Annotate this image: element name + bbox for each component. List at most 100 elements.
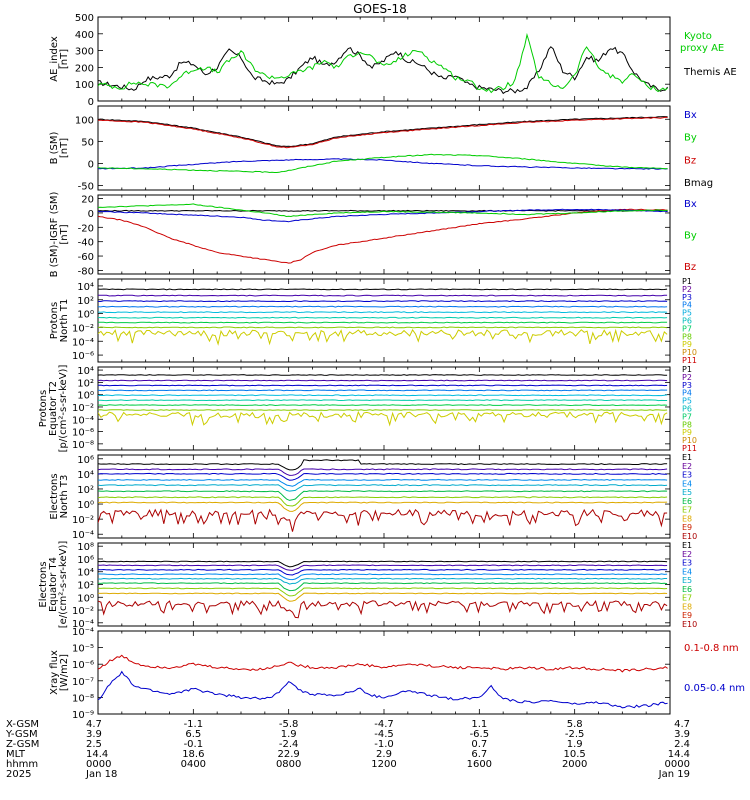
- legend-label: Bx: [684, 110, 697, 121]
- footer-row-label: MLT: [6, 749, 26, 760]
- y-tick-label: 20: [81, 195, 94, 206]
- y-axis-label: Equator T2: [48, 381, 59, 436]
- y-axis-label: B (SM): [49, 131, 60, 164]
- footer-value: -1.0: [374, 739, 394, 750]
- y-tick-label: 200: [75, 63, 94, 74]
- channel-label: P3: [682, 293, 692, 302]
- channel-line: [98, 399, 668, 402]
- panel-data: [98, 459, 668, 532]
- footer-value: 1.9: [567, 739, 583, 750]
- channel-label: E9: [682, 611, 692, 620]
- y-tick-label: 10⁻⁴: [72, 530, 94, 541]
- y-tick-label: -20: [78, 223, 94, 234]
- footer-value: -4.7: [374, 719, 394, 730]
- y-tick-label: 300: [75, 47, 94, 58]
- channel-label: P6: [682, 317, 692, 326]
- legend-label: Bx: [684, 199, 697, 210]
- channel-line: [98, 468, 668, 476]
- y-tick-label: 10⁰: [77, 310, 94, 321]
- y-tick-label: 10⁻⁷: [72, 677, 94, 688]
- series-line: [98, 153, 668, 174]
- y-tick-label: 10²: [77, 581, 94, 592]
- y-axis-label: [nT]: [59, 49, 70, 69]
- y-tick-label: 100: [75, 115, 94, 126]
- panel-frame: [97, 16, 671, 102]
- footer-value: -2.4: [279, 739, 299, 750]
- y-tick-label: -40: [78, 238, 94, 249]
- channel-line: [98, 599, 668, 619]
- y-tick-label: 10⁰: [77, 391, 94, 402]
- panel-8: 10⁻⁴ 10⁻⁵ 10⁻⁶ 10⁻⁷ 10⁻⁸ 10⁻⁹ Xray flux [W/m2] 0…: [49, 627, 745, 721]
- y-tick-label: 10⁻²: [72, 403, 94, 414]
- footer-row-label: hhmm: [6, 759, 38, 770]
- channel-line: [98, 501, 668, 512]
- channel-label: P7: [682, 324, 692, 333]
- y-tick-label: 10⁻⁶: [72, 660, 94, 671]
- legend-label-line: proxy AE: [680, 43, 724, 54]
- panel-data: [98, 116, 668, 174]
- footer-value: -1.1: [184, 719, 204, 730]
- legend-label: 0.1-0.8 nm: [684, 643, 739, 654]
- channel-label: E4: [682, 479, 692, 488]
- channel-line: [98, 582, 668, 592]
- footer-value: -0.1: [184, 739, 204, 750]
- y-axis-label: AE_index: [49, 36, 60, 82]
- ephemeris-footer: X-GSM 4.7 -1.1 -5.8 -4.7 1.1 5.8 4.7 Y-GSM 3.9 6.5…: [5, 719, 690, 780]
- channel-line: [98, 573, 668, 581]
- channel-label: P8: [682, 332, 692, 341]
- channel-line: [98, 374, 668, 376]
- legend-label: 0.05-0.4 nm: [684, 683, 745, 694]
- y-tick-label: 10⁻²: [72, 606, 94, 617]
- panel-frame: [97, 278, 671, 363]
- legend-label: Themis AE: [683, 67, 737, 78]
- y-tick-label: -60: [78, 252, 94, 263]
- series-line: [98, 208, 668, 223]
- footer-value: 2.4: [674, 739, 690, 750]
- channel-label: E7: [682, 506, 692, 515]
- panel-1: 500 400 300 200 100 0 AE_index [nT] Kyoto proxy A…: [49, 13, 737, 108]
- channel-label: E5: [682, 488, 692, 497]
- channel-label: P8: [682, 420, 692, 429]
- footer-value: 4.7: [674, 719, 690, 730]
- y-tick-label: 10⁻⁵: [72, 644, 94, 655]
- channel-label: P9: [682, 340, 692, 349]
- y-axis-label: [nT]: [59, 138, 70, 158]
- channel-label: E6: [682, 497, 692, 506]
- y-tick-label: 400: [75, 30, 94, 41]
- channel-line: [98, 459, 668, 471]
- channel-label: E10: [682, 532, 697, 541]
- series-line: [98, 209, 668, 212]
- panel-frame: [97, 366, 671, 451]
- legend-label: Kyoto proxy AE: [680, 31, 724, 54]
- footer-value: 5.8: [567, 719, 583, 730]
- panel-4: 10⁴ 10² 10⁰ 10⁻² 10⁻⁴ 10⁻⁶ Protons North T1 P1P2…: [49, 277, 697, 365]
- footer-row-label: X-GSM: [6, 719, 39, 730]
- channel-label: E10: [682, 620, 697, 629]
- channel-label: E5: [682, 576, 692, 585]
- y-tick-label: 0: [88, 209, 94, 220]
- channel-line: [98, 328, 668, 346]
- y-tick-label: 10⁰: [77, 593, 94, 604]
- series-line: [98, 203, 668, 218]
- plot-title: GOES-18: [353, 2, 407, 16]
- footer-value: 18.6: [182, 749, 204, 760]
- y-axis-label: [e/(cm²-s-sr-keV)]: [58, 541, 69, 629]
- channel-line: [98, 379, 668, 382]
- legend-label: Bz: [684, 155, 696, 166]
- footer-value: -2.5: [565, 729, 585, 740]
- panel-frame: [97, 454, 671, 539]
- y-tick-label: 10⁴: [77, 568, 94, 579]
- y-axis-label: [nT]: [59, 224, 70, 244]
- channel-label: P4: [682, 301, 692, 310]
- y-axis-label: [W/m2]: [59, 654, 70, 691]
- legend-label: Bz: [684, 262, 696, 273]
- footer-value: 2.9: [376, 749, 392, 760]
- panel-data: [98, 288, 668, 346]
- channel-label: P3: [682, 381, 692, 390]
- y-tick-label: 10⁻²: [72, 323, 94, 334]
- legend-label: By: [684, 133, 697, 144]
- footer-value: 0400: [181, 759, 206, 770]
- channel-line: [98, 294, 668, 297]
